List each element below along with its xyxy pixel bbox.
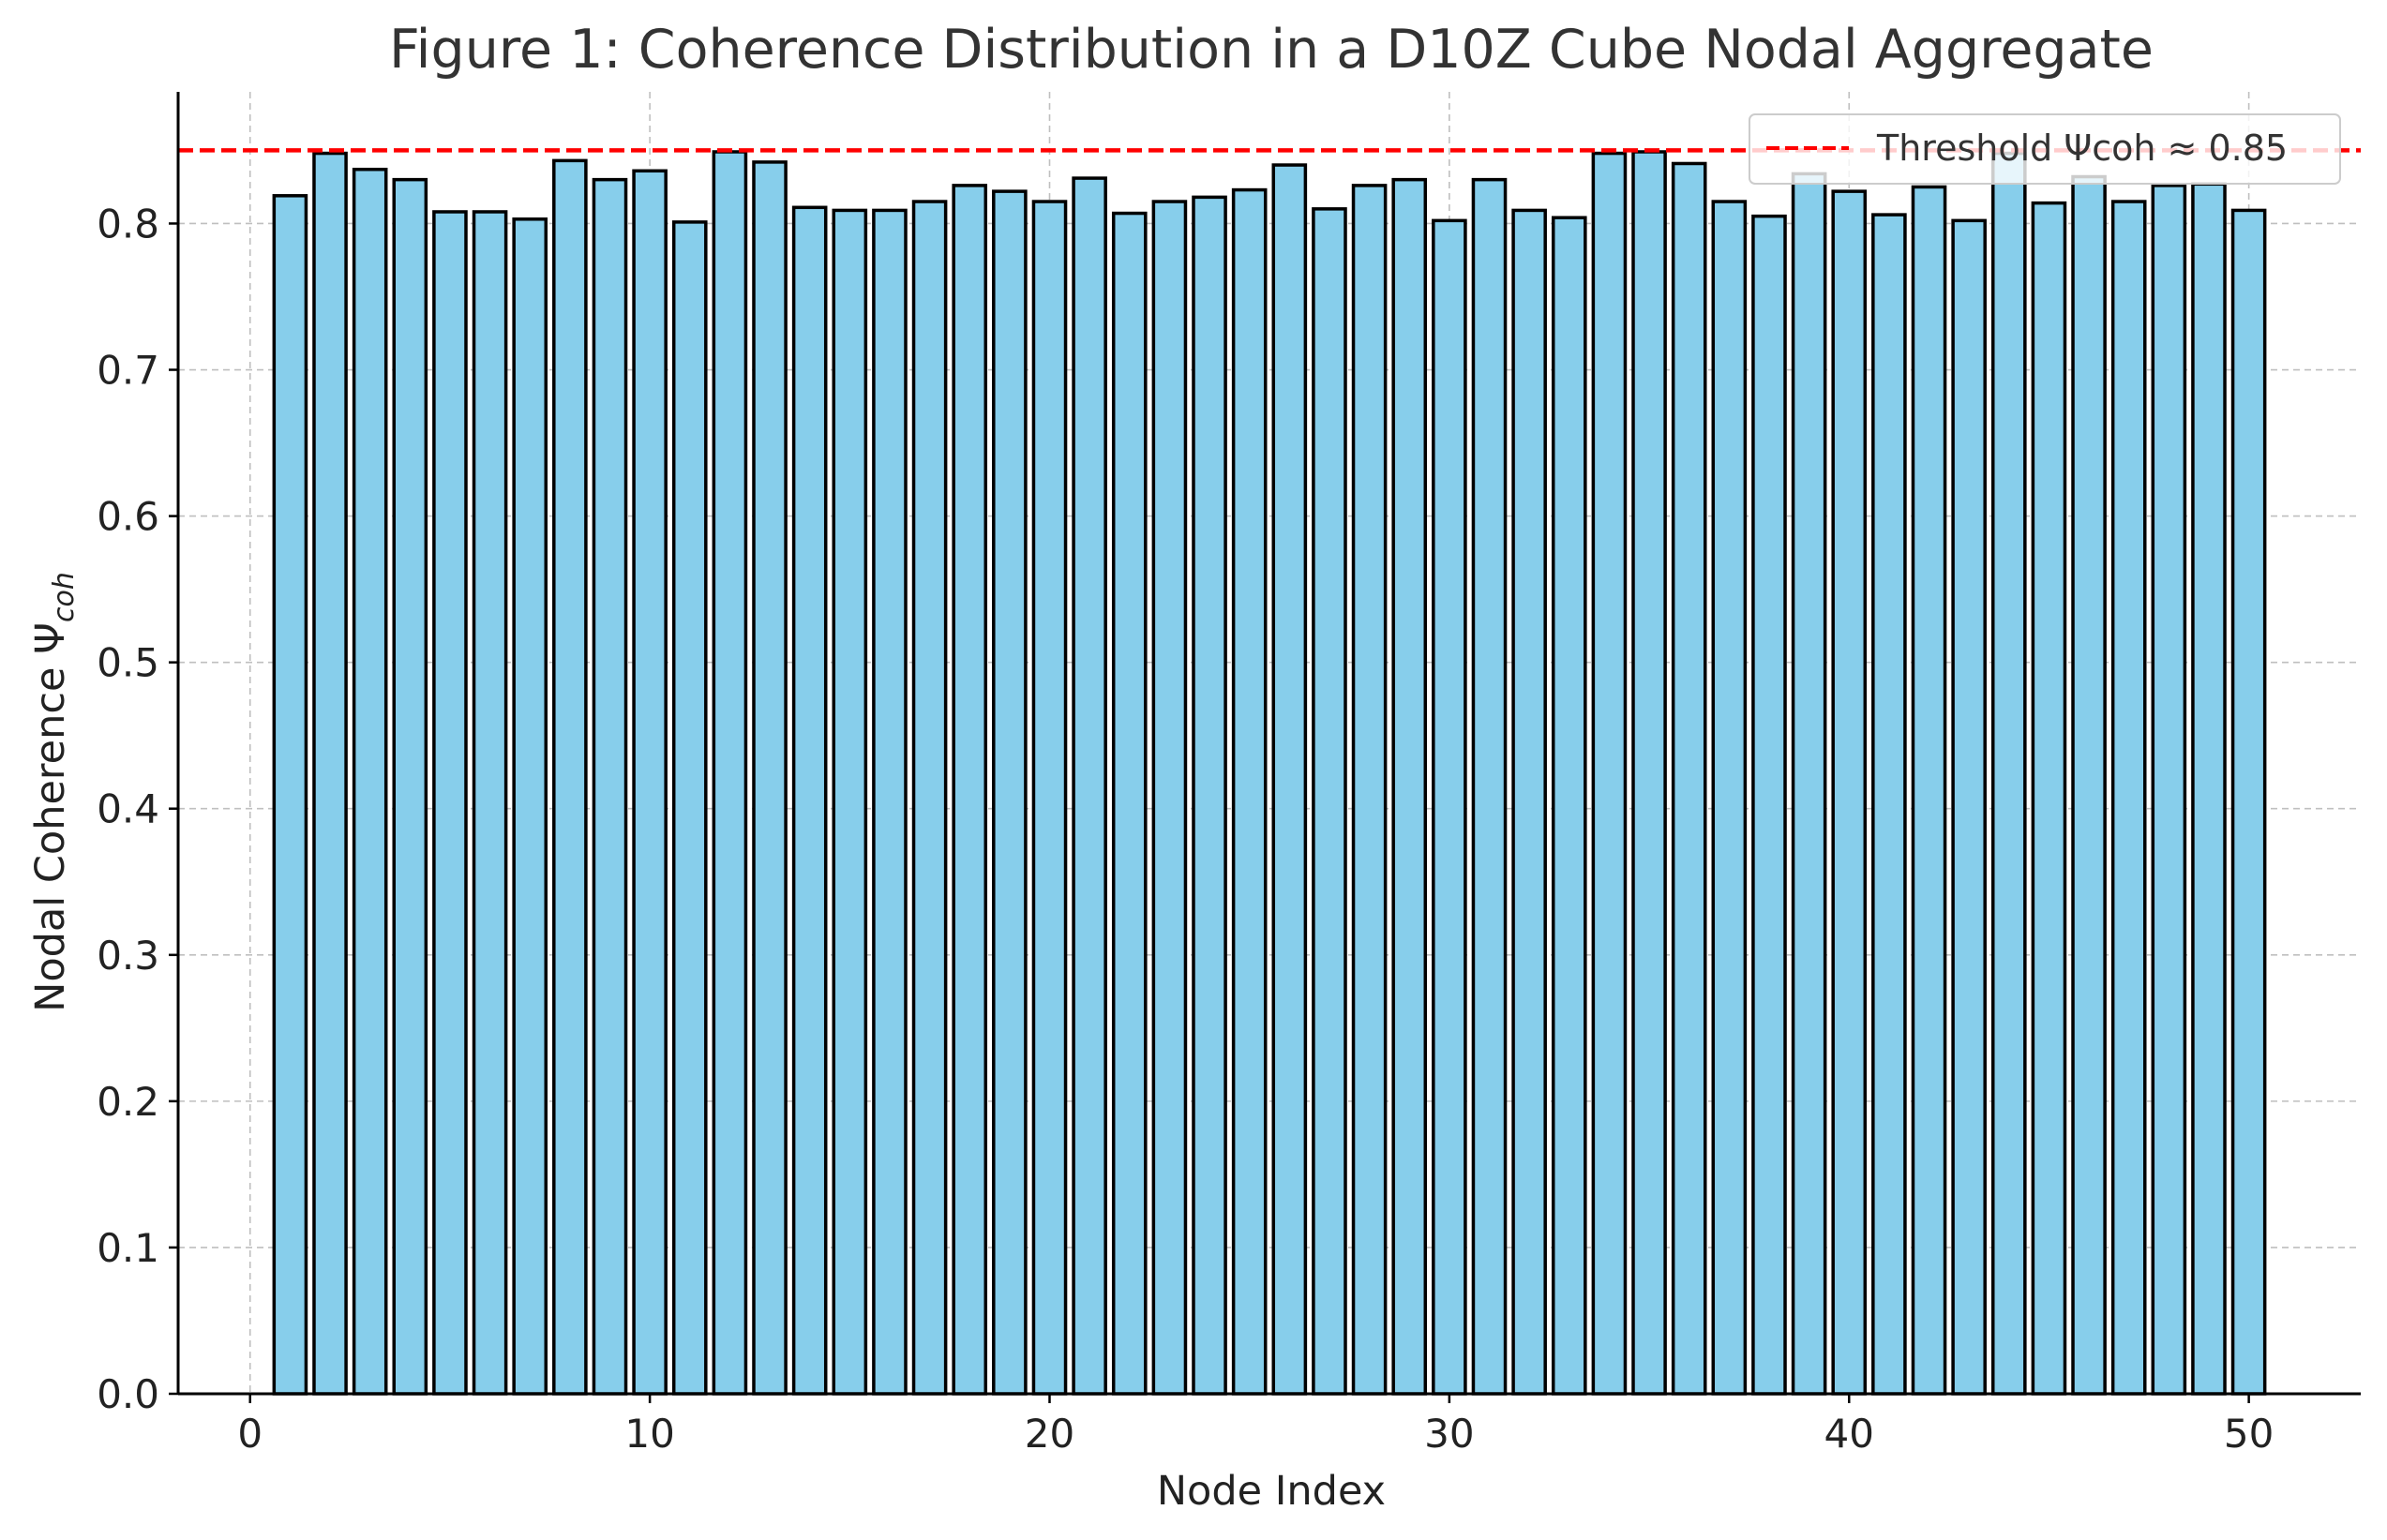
bar-node-28 [1351, 184, 1388, 1396]
x-tick-label: 30 [1424, 1411, 1474, 1457]
bar-node-44 [1990, 151, 2027, 1396]
bar-node-17 [911, 200, 948, 1396]
bar-node-16 [872, 208, 908, 1396]
bar-node-8 [552, 158, 588, 1396]
y-tick-label: 0.3 [97, 933, 159, 979]
bar-node-22 [1111, 211, 1148, 1396]
legend-threshold-label: Threshold Ψcoh ≈ 0.85 [1876, 127, 2288, 169]
bar-node-46 [2071, 174, 2107, 1396]
bar-node-31 [1471, 177, 1508, 1396]
y-tick-label: 0.2 [97, 1079, 159, 1125]
bar-node-3 [352, 167, 388, 1396]
y-tick-label: 0.0 [97, 1371, 159, 1417]
x-tick-label: 10 [624, 1411, 674, 1457]
bar-node-15 [832, 208, 868, 1396]
bar-node-26 [1271, 163, 1308, 1396]
bar-node-5 [432, 210, 468, 1396]
bars [272, 150, 2267, 1396]
bar-node-29 [1391, 177, 1428, 1396]
x-tick-labels: 0 10 20 30 40 50 [237, 1411, 2274, 1457]
bar-node-27 [1312, 207, 1347, 1396]
bar-node-21 [1072, 176, 1107, 1396]
bar-node-38 [1751, 214, 1787, 1396]
bar-node-30 [1432, 218, 1467, 1396]
y-axis-label: Nodal Coherence Ψcoh [27, 572, 81, 1012]
bar-node-33 [1551, 216, 1587, 1396]
bar-node-42 [1911, 185, 1947, 1396]
bar-node-25 [1231, 187, 1268, 1396]
y-tick-label: 0.5 [97, 640, 159, 686]
bar-node-43 [1951, 218, 1987, 1396]
bar-node-11 [671, 220, 708, 1396]
bar-node-41 [1871, 213, 1907, 1396]
bar-node-19 [992, 189, 1028, 1396]
bar-node-20 [1031, 200, 1068, 1396]
y-tick-label: 0.6 [97, 494, 159, 540]
x-tick-label: 20 [1025, 1411, 1074, 1457]
legend-box [1749, 113, 2341, 185]
bar-node-40 [1831, 189, 1868, 1396]
chart-title: Figure 1: Coherence Distribution in a D1… [389, 19, 2154, 81]
y-tick-label: 0.8 [97, 201, 159, 247]
bar-node-50 [2230, 208, 2267, 1396]
bar-node-32 [1511, 208, 1547, 1396]
bar-node-4 [392, 177, 428, 1396]
bar-node-6 [472, 210, 508, 1396]
bar-node-47 [2110, 200, 2147, 1396]
bar-node-13 [752, 160, 788, 1396]
bar-node-48 [2151, 184, 2187, 1396]
bar-node-39 [1791, 172, 1827, 1396]
bar-node-35 [1631, 150, 1667, 1396]
bar-node-36 [1671, 161, 1707, 1396]
bar-node-14 [791, 205, 828, 1396]
bar-node-45 [2031, 201, 2067, 1396]
legend: Threshold Ψcoh ≈ 0.85 [1749, 113, 2341, 185]
bar-node-18 [952, 184, 988, 1396]
bar-node-2 [312, 151, 348, 1396]
x-tick-label: 50 [2224, 1411, 2274, 1457]
x-axis-label: Node Index [1157, 1468, 1386, 1515]
bar-node-24 [1192, 195, 1227, 1396]
y-axis-label-subscript: coh [48, 572, 81, 622]
bar-node-49 [2191, 182, 2227, 1396]
y-axis-label-main: Nodal Coherence Ψ [27, 622, 74, 1012]
y-tick-labels: 0.0 0.1 0.2 0.3 0.4 0.5 0.6 0.7 0.8 [97, 201, 159, 1417]
y-tick-label: 0.4 [97, 786, 159, 832]
bar-node-23 [1151, 200, 1188, 1396]
y-tick-label: 0.7 [97, 348, 159, 394]
axes [169, 92, 2361, 1403]
bar-node-12 [712, 150, 748, 1396]
bar-node-10 [632, 169, 668, 1396]
bar-node-7 [512, 217, 548, 1396]
bar-node-1 [272, 194, 308, 1396]
bar-node-37 [1711, 200, 1748, 1396]
x-tick-label: 40 [1824, 1411, 1874, 1457]
x-tick-label: 0 [237, 1411, 263, 1457]
bar-node-34 [1591, 151, 1628, 1396]
y-tick-label: 0.1 [97, 1225, 159, 1271]
bar-node-9 [592, 177, 628, 1396]
